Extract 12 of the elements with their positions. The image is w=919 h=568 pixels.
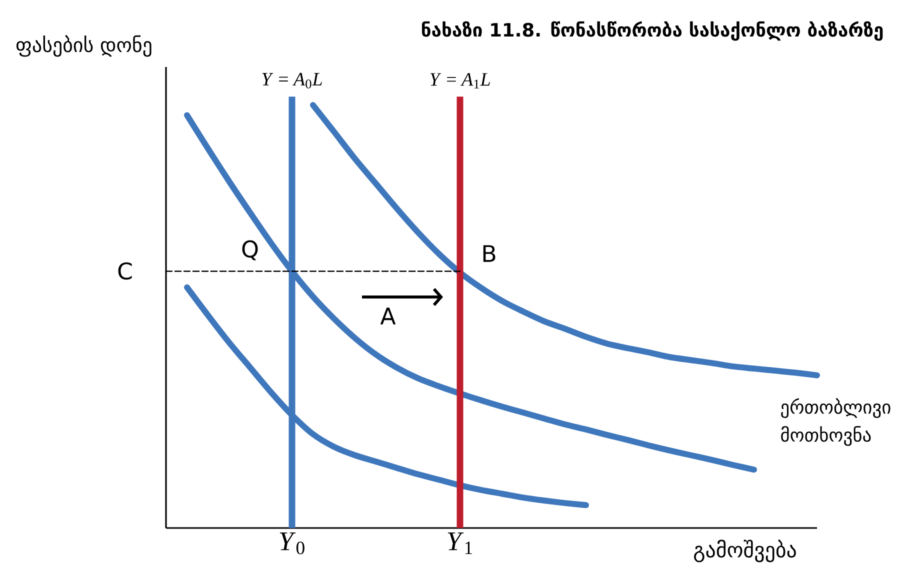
- x-axis-title: გამოშვება: [694, 540, 796, 562]
- ref-line-label: Y = A$_{1}$L: [430, 73, 490, 88]
- annotation: B: [483, 245, 496, 262]
- x-tick-label: Y$_{0}$: [280, 532, 304, 554]
- y-axis-title: ფასების დონე: [16, 35, 152, 57]
- ref-line-label: Y = A$_{0}$L: [262, 72, 322, 88]
- x-tick-label: Y$_{1}$: [448, 532, 472, 554]
- annotation: Q: [242, 240, 258, 260]
- annotation: ერთობლივი მოთხოვნა: [781, 398, 890, 446]
- text: C: [118, 262, 132, 280]
- annotation: A: [380, 308, 396, 324]
- chart-title: ნახაზი 11.8. წონასწორობა სასაქონლო ბაზარზე: [422, 21, 883, 41]
